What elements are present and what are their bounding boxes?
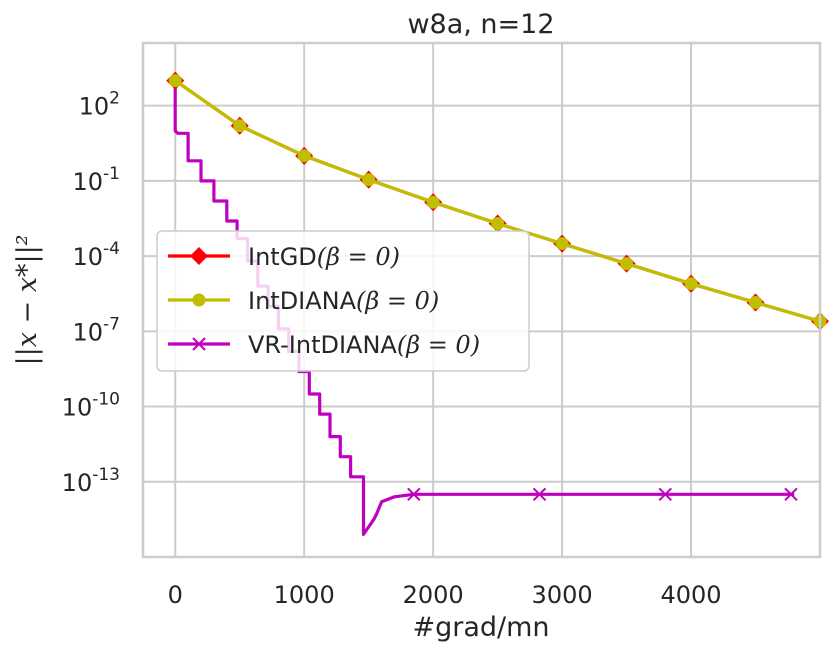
circle-marker — [233, 119, 247, 133]
legend-item: IntGD(β = 0) — [168, 243, 400, 271]
circle-marker — [491, 217, 505, 231]
legend-box — [156, 230, 530, 372]
y-tick-label: 102 — [79, 89, 120, 121]
circle-marker — [192, 293, 206, 307]
x-tick-label: 0 — [168, 581, 183, 609]
circle-marker — [555, 237, 569, 251]
circle-marker — [168, 74, 182, 88]
y-tick-label: 10-7 — [73, 314, 121, 346]
x-tick-label: 1000 — [274, 581, 335, 609]
x-marker — [784, 487, 798, 502]
x-tick-labels: 0 1000 2000 3000 4000 — [168, 581, 722, 609]
chart-title: w8a, n=12 — [407, 9, 554, 40]
circle-marker — [749, 296, 763, 310]
y-tick-label: 10-1 — [73, 164, 121, 196]
x-tick-label: 4000 — [661, 581, 722, 609]
circle-marker — [297, 149, 311, 163]
legend-label: VR-IntDIANA(β = 0) — [248, 331, 480, 359]
legend: IntGD(β = 0) IntDIANA(β = 0) VR-IntDIANA(β… — [156, 230, 530, 372]
legend-label: IntGD(β = 0) — [248, 243, 400, 271]
y-tick-label: 10-4 — [73, 239, 121, 271]
y-tick-label: 10-13 — [62, 465, 120, 497]
x-marker — [532, 487, 547, 502]
circle-marker — [426, 195, 440, 209]
y-tick-labels: 102 10-1 10-4 10-7 10-10 10-13 — [62, 89, 120, 497]
legend-item: IntDIANA(β = 0) — [168, 287, 439, 315]
legend-label: IntDIANA(β = 0) — [248, 287, 439, 315]
series-intdiana — [168, 74, 827, 328]
x-marker — [192, 337, 206, 351]
x-tick-label: 3000 — [532, 581, 593, 609]
circle-marker — [684, 277, 698, 291]
x-tick-label: 2000 — [403, 581, 464, 609]
plot-frame — [141, 41, 822, 559]
x-marker — [407, 487, 421, 502]
legend-item: VR-IntDIANA(β = 0) — [168, 331, 480, 359]
circle-marker — [362, 173, 376, 187]
series-layer — [166, 71, 829, 537]
circle-marker — [620, 257, 634, 271]
y-axis-title: ||x − x*||² — [12, 235, 43, 366]
diamond-marker — [190, 247, 208, 265]
x-axis-title: #grad/mn — [412, 612, 549, 643]
x-marker — [658, 487, 672, 502]
y-tick-label: 10-10 — [62, 390, 120, 422]
